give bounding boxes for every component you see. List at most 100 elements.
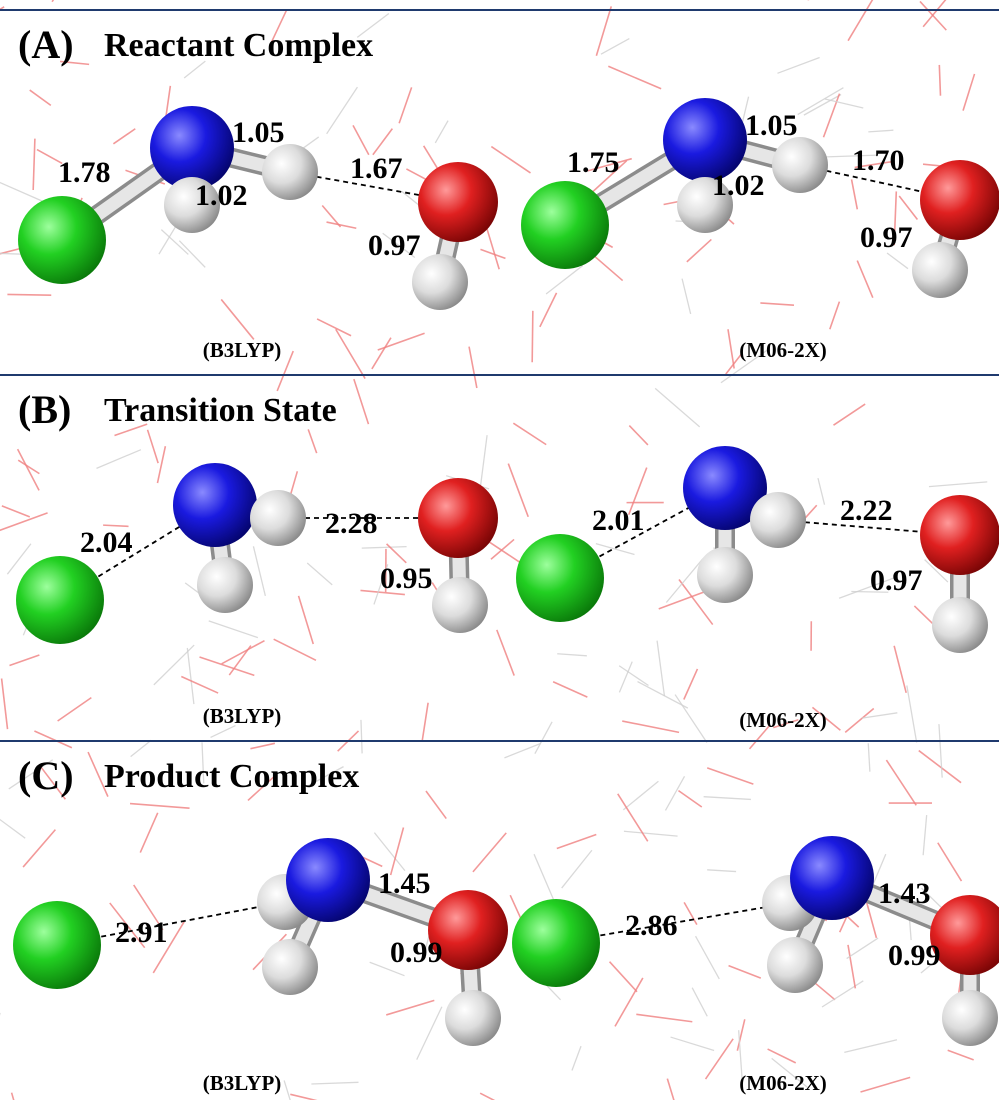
atom-n bbox=[286, 838, 370, 922]
solvent-stick bbox=[491, 147, 530, 173]
solvent-stick bbox=[222, 641, 265, 664]
solvent-stick bbox=[830, 302, 840, 330]
solvent-stick bbox=[0, 7, 4, 22]
solvent-stick bbox=[894, 646, 906, 693]
solvent-stick bbox=[221, 299, 254, 339]
solvent-stick bbox=[362, 547, 407, 548]
solvent-stick bbox=[485, 539, 525, 565]
method-label: (M06-2X) bbox=[739, 708, 826, 732]
solvent-stick bbox=[963, 74, 974, 111]
solvent-stick bbox=[161, 230, 188, 255]
solvent-stick bbox=[0, 182, 45, 202]
solvent-stick bbox=[687, 239, 712, 261]
molecule: 2.012.220.97(M06-2X) bbox=[516, 446, 999, 732]
solvent-stick bbox=[619, 662, 632, 693]
solvent-stick bbox=[426, 791, 446, 819]
solvent-stick bbox=[899, 196, 917, 220]
method-label: (B3LYP) bbox=[203, 1071, 282, 1095]
bond-distance: 1.45 bbox=[378, 867, 431, 900]
solvent-stick bbox=[0, 248, 20, 263]
solvent-stick bbox=[157, 446, 165, 483]
atom-h bbox=[772, 137, 828, 193]
solvent-stick bbox=[557, 654, 587, 656]
atom-h bbox=[445, 990, 501, 1046]
bond-distance: 1.43 bbox=[878, 877, 931, 910]
atom-h bbox=[432, 577, 488, 633]
solvent-stick bbox=[497, 630, 514, 676]
solvent-stick bbox=[636, 1014, 692, 1021]
solvent-stick bbox=[209, 621, 258, 638]
solvent-stick bbox=[311, 1082, 358, 1084]
bond-distance: 1.67 bbox=[350, 152, 403, 185]
solvent-stick bbox=[469, 347, 477, 388]
solvent-stick bbox=[7, 294, 51, 295]
bond-distance: 2.86 bbox=[625, 909, 678, 942]
panel-label: (A) bbox=[18, 22, 74, 67]
atom-o bbox=[920, 495, 999, 575]
atom-h bbox=[697, 547, 753, 603]
bond-distance: 2.91 bbox=[115, 916, 168, 949]
solvent-stick bbox=[58, 698, 92, 721]
solvent-stick bbox=[481, 435, 488, 486]
solvent-stick bbox=[513, 423, 546, 444]
solvent-stick bbox=[327, 222, 357, 228]
atom-h bbox=[767, 937, 823, 993]
atom-o bbox=[418, 478, 498, 558]
solvent-stick bbox=[825, 99, 863, 108]
solvent-stick bbox=[557, 835, 596, 849]
solvent-stick bbox=[504, 743, 540, 757]
solvent-stick bbox=[596, 6, 611, 55]
solvent-stick bbox=[887, 253, 908, 269]
solvent-stick bbox=[308, 429, 316, 453]
solvent-stick bbox=[378, 333, 425, 350]
solvent-stick bbox=[684, 902, 697, 924]
solvent-stick bbox=[845, 709, 874, 733]
solvent-stick bbox=[608, 66, 661, 89]
solvent-stick bbox=[777, 57, 819, 73]
panel-label: (C) bbox=[18, 753, 74, 798]
solvent-stick bbox=[707, 870, 736, 872]
solvent-stick bbox=[696, 936, 720, 979]
solvent-stick bbox=[857, 261, 873, 298]
solvent-stick bbox=[30, 90, 51, 105]
solvent-stick bbox=[480, 1093, 515, 1100]
solvent-stick bbox=[9, 655, 39, 666]
panel: (B)Transition State2.042.280.95(B3LYP)2.… bbox=[0, 375, 999, 732]
solvent-stick bbox=[12, 1093, 25, 1100]
solvent-stick bbox=[907, 685, 917, 742]
solvent-stick bbox=[919, 751, 961, 783]
solvent-stick bbox=[929, 482, 987, 487]
atom-h bbox=[750, 492, 806, 548]
atom-o bbox=[418, 162, 498, 242]
atom-h bbox=[262, 939, 318, 995]
solvent-stick bbox=[187, 648, 194, 704]
panel-title: Transition State bbox=[104, 392, 337, 429]
solvent-stick bbox=[657, 641, 664, 696]
atom-h bbox=[250, 490, 306, 546]
bond-distance: 1.02 bbox=[712, 169, 765, 202]
solvent-stick bbox=[684, 669, 698, 700]
solvent-stick bbox=[179, 241, 205, 268]
solvent-stick bbox=[274, 639, 316, 660]
solvent-stick bbox=[33, 139, 35, 190]
panel-title: Reactant Complex bbox=[104, 27, 373, 64]
solvent-stick bbox=[868, 743, 870, 771]
molecule: 1.751.051.021.700.97(M06-2X) bbox=[521, 98, 999, 362]
solvent-stick bbox=[923, 815, 927, 855]
atom-h bbox=[932, 597, 988, 653]
solvent-stick bbox=[508, 464, 528, 517]
solvent-stick bbox=[623, 781, 658, 810]
solvent-stick bbox=[96, 450, 140, 469]
solvent-stick bbox=[250, 743, 274, 748]
solvent-stick bbox=[7, 544, 31, 574]
solvent-stick bbox=[615, 978, 643, 1026]
bond-distance: 1.78 bbox=[58, 156, 111, 189]
atom-cl bbox=[521, 181, 609, 269]
solvent-stick bbox=[540, 293, 557, 327]
atom-cl bbox=[516, 534, 604, 622]
solvent-stick bbox=[886, 760, 916, 805]
solvent-stick bbox=[704, 797, 751, 800]
solvent-stick bbox=[844, 1040, 897, 1053]
solvent-stick bbox=[768, 1049, 796, 1063]
solvent-stick bbox=[386, 1000, 434, 1015]
